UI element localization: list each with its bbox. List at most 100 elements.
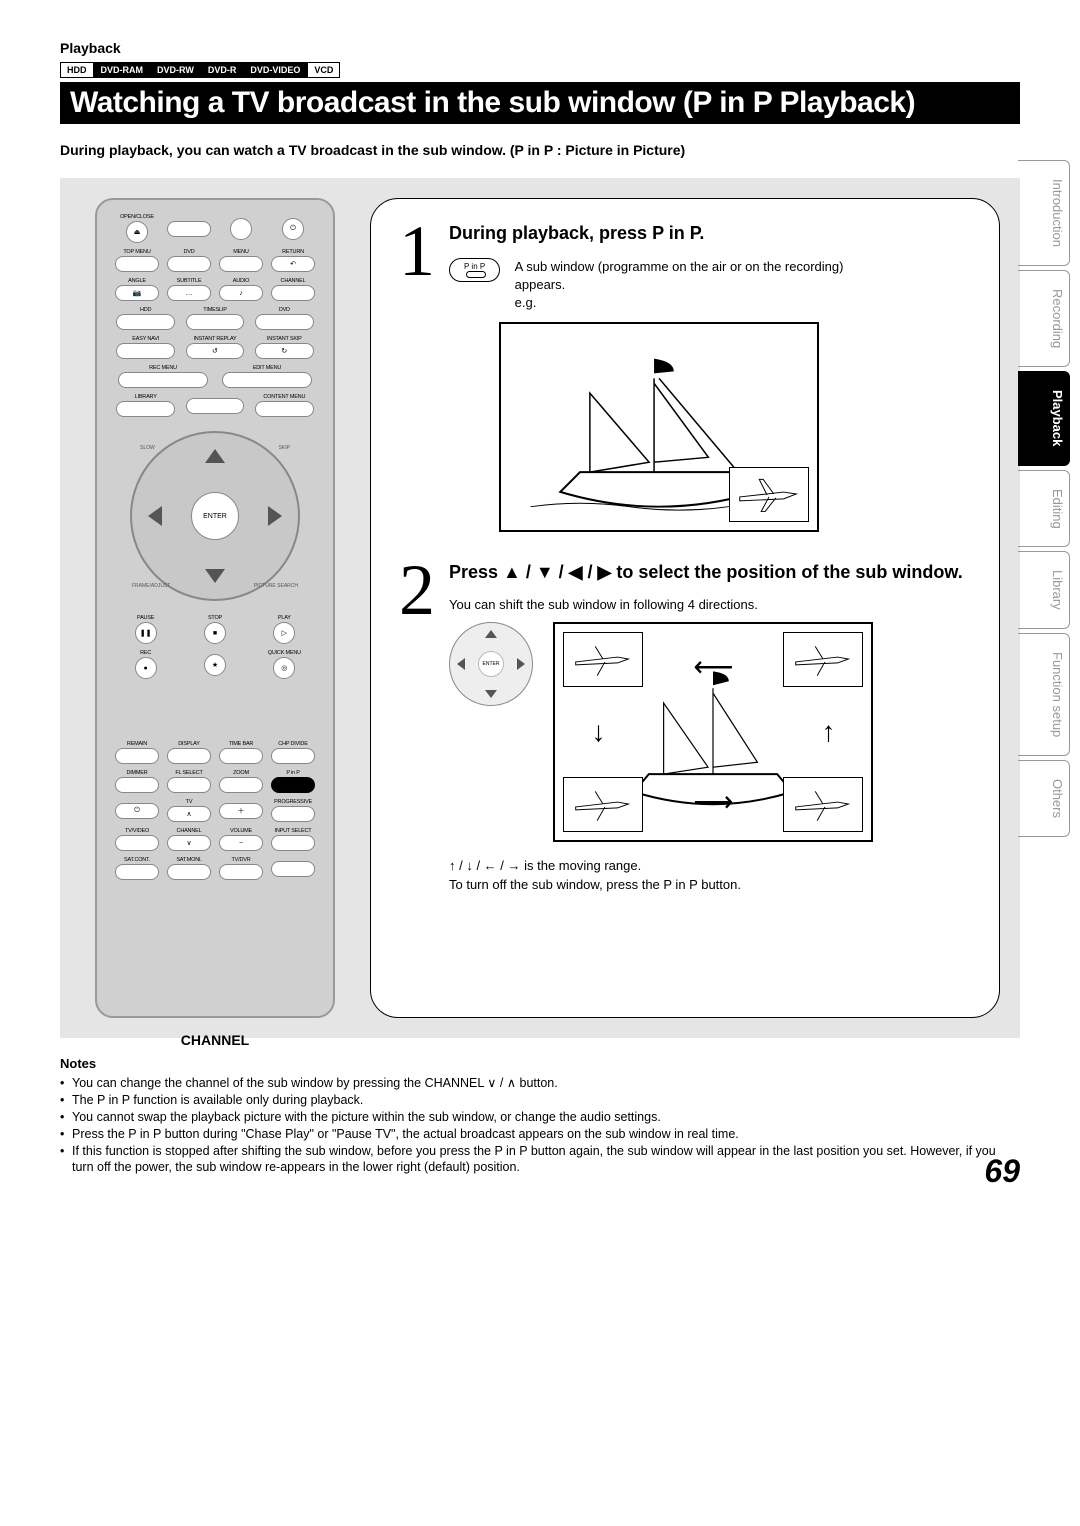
step-number: 2 xyxy=(399,562,435,896)
remote-button[interactable]: DISPLAY xyxy=(165,741,213,764)
pip-subwindow xyxy=(729,467,809,522)
remote-button[interactable]: PROGRESSIVE xyxy=(269,799,317,822)
remote-button[interactable]: TIME BAR xyxy=(217,741,265,764)
pip-pos-br xyxy=(783,777,863,832)
side-tab-recording[interactable]: Recording xyxy=(1018,270,1070,367)
intro-text: During playback, you can watch a TV broa… xyxy=(60,142,1020,158)
step-title: During playback, press P in P. xyxy=(449,223,971,244)
section-label: Playback xyxy=(60,40,1020,56)
remote-button[interactable]: DIMMER xyxy=(113,770,161,793)
remote-button[interactable]: OPEN/CLOSE⏏ xyxy=(113,214,161,243)
remote-button[interactable]: FL SELECT xyxy=(165,770,213,793)
notes-section: Notes You can change the channel of the … xyxy=(60,1056,1020,1176)
remote-control: OPEN/CLOSE⏏⏻TOP MENUDVDMENURETURN↶ANGLE📷… xyxy=(95,198,335,1018)
remote-button[interactable]: TIMESLIP xyxy=(182,307,247,330)
remote-button[interactable]: STOP■ xyxy=(182,615,247,644)
side-tab-function-setup[interactable]: Function setup xyxy=(1018,633,1070,756)
arrow-icon: ⟵ xyxy=(693,650,733,683)
pip-button-illustration: P in P xyxy=(449,258,500,282)
remote-button[interactable] xyxy=(165,220,213,237)
side-tab-library[interactable]: Library xyxy=(1018,551,1070,629)
pip-pos-tl xyxy=(563,632,643,687)
arrow-icon: ⟶ xyxy=(693,785,733,818)
disc-tag: DVD-RW xyxy=(150,62,201,78)
remote-button[interactable]: AUDIO♪ xyxy=(217,278,265,301)
main-content: OPEN/CLOSE⏏⏻TOP MENUDVDMENURETURN↶ANGLE📷… xyxy=(60,178,1020,1038)
step-title: Press ▲ / ▼ / ◀ / ▶ to select the positi… xyxy=(449,562,971,583)
remote-button[interactable]: ZOOM xyxy=(217,770,265,793)
remote-button[interactable]: REC MENU xyxy=(113,365,213,388)
remote-button[interactable]: ＋ xyxy=(217,802,265,819)
remote-button[interactable]: P in P xyxy=(269,770,317,793)
step-text: You can shift the sub window in followin… xyxy=(449,597,971,612)
arrow-icon: ↓ xyxy=(591,716,605,748)
remote-button[interactable]: DVD xyxy=(252,307,317,330)
plane-icon xyxy=(730,467,808,522)
side-tab-editing[interactable]: Editing xyxy=(1018,470,1070,548)
remote-button[interactable]: SAT.CONT. xyxy=(113,857,161,880)
disc-row: HDDDVD-RAMDVD-RWDVD-RDVD-VIDEOVCD xyxy=(60,62,1020,78)
remote-button[interactable] xyxy=(217,217,265,240)
remote-button[interactable]: CHP DIVIDE xyxy=(269,741,317,764)
remote-button[interactable] xyxy=(269,860,317,877)
side-tab-playback[interactable]: Playback xyxy=(1018,371,1070,465)
remote-button[interactable]: LIBRARY xyxy=(113,394,178,417)
dpad-illustration: ENTER xyxy=(449,622,533,706)
disc-tag: DVD-RAM xyxy=(94,62,151,78)
remote-button[interactable]: ANGLE📷 xyxy=(113,278,161,301)
step-text: A sub window (programme on the air or on… xyxy=(515,259,844,292)
disc-tag: VCD xyxy=(307,62,340,78)
remote-button[interactable]: VOLUME− xyxy=(217,828,265,851)
steps-panel: 1 During playback, press P in P. P in P … xyxy=(370,198,1000,1018)
remote-button[interactable]: REC● xyxy=(113,650,178,679)
side-tab-introduction[interactable]: Introduction xyxy=(1018,160,1070,266)
note-item: Press the P in P button during "Chase Pl… xyxy=(60,1126,1020,1143)
remote-button[interactable]: REMAIN xyxy=(113,741,161,764)
remote-button[interactable]: TV/VIDEO xyxy=(113,828,161,851)
note-item: You can change the channel of the sub wi… xyxy=(60,1075,1020,1092)
remote-button[interactable]: RETURN↶ xyxy=(269,249,317,272)
step-text: To turn off the sub window, press the P … xyxy=(449,877,971,892)
channel-label: CHANNEL xyxy=(181,1032,249,1048)
remote-button[interactable]: EDIT MENU xyxy=(217,365,317,388)
remote-button[interactable]: INSTANT SKIP↻ xyxy=(252,336,317,359)
remote-button[interactable]: INSTANT REPLAY↺ xyxy=(182,336,247,359)
remote-button[interactable]: ⏻ xyxy=(269,217,317,240)
remote-button[interactable] xyxy=(182,397,247,414)
example-illustration-1 xyxy=(499,322,819,532)
remote-button[interactable]: CHANNEL∨ xyxy=(165,828,213,851)
example-illustration-2: ⟵ ⟶ ↓ ↑ xyxy=(553,622,873,842)
notes-list: You can change the channel of the sub wi… xyxy=(60,1075,1020,1176)
remote-button[interactable]: CONTENT MENU xyxy=(252,394,317,417)
eg-label: e.g. xyxy=(515,295,537,310)
disc-tag: DVD-VIDEO xyxy=(243,62,307,78)
remote-button[interactable]: PAUSE❚❚ xyxy=(113,615,178,644)
remote-button[interactable]: DVD xyxy=(165,249,213,272)
remote-button[interactable]: TV∧ xyxy=(165,799,213,822)
remote-button[interactable]: SAT.MONI. xyxy=(165,857,213,880)
step-2: 2 Press ▲ / ▼ / ◀ / ▶ to select the posi… xyxy=(399,562,971,896)
remote-button[interactable]: CHANNEL xyxy=(269,278,317,301)
note-item: The P in P function is available only du… xyxy=(60,1092,1020,1109)
remote-button[interactable]: SUBTITLE… xyxy=(165,278,213,301)
remote-button[interactable]: ★ xyxy=(182,653,247,676)
remote-button[interactable]: TV/DVR xyxy=(217,857,265,880)
remote-column: OPEN/CLOSE⏏⏻TOP MENUDVDMENURETURN↶ANGLE📷… xyxy=(80,198,350,1018)
step-text: ↑ / ↓ / ← / → is the moving range. xyxy=(449,858,971,873)
side-tabs: IntroductionRecordingPlaybackEditingLibr… xyxy=(1018,160,1070,837)
remote-button[interactable]: EASY NAVI xyxy=(113,336,178,359)
side-tab-others[interactable]: Others xyxy=(1018,760,1070,837)
pip-pos-bl xyxy=(563,777,643,832)
remote-button[interactable]: MENU xyxy=(217,249,265,272)
remote-button[interactable]: TOP MENU xyxy=(113,249,161,272)
arrow-icon: ↑ xyxy=(821,716,835,748)
remote-button[interactable]: ⏻ xyxy=(113,802,161,819)
remote-button[interactable]: PLAY▷ xyxy=(252,615,317,644)
remote-button[interactable]: QUICK MENU◎ xyxy=(252,650,317,679)
remote-dpad[interactable]: ENTERSLOWSKIPFRAME/ADJUSTPICTURE SEARCH xyxy=(130,431,300,601)
remote-button[interactable]: HDD xyxy=(113,307,178,330)
remote-button[interactable]: INPUT SELECT xyxy=(269,828,317,851)
note-item: You cannot swap the playback picture wit… xyxy=(60,1109,1020,1126)
disc-tag: DVD-R xyxy=(201,62,244,78)
notes-title: Notes xyxy=(60,1056,1020,1071)
